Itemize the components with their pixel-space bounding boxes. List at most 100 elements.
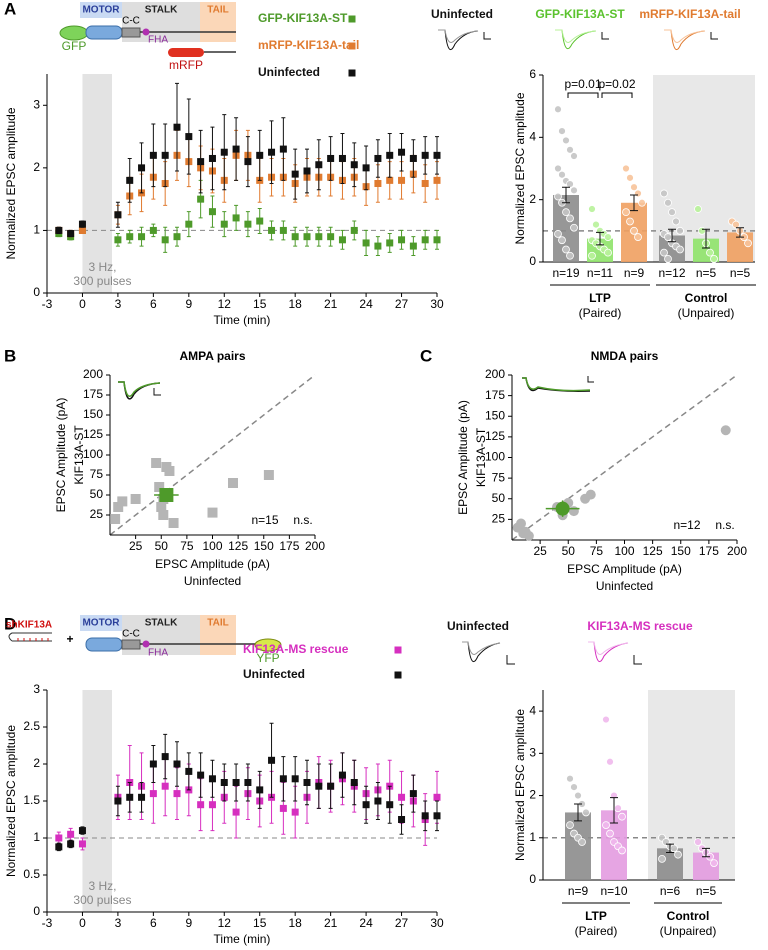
legend-marker <box>394 671 402 679</box>
data-point <box>362 239 370 247</box>
data-point <box>398 793 406 801</box>
data-point <box>67 840 75 848</box>
data-point <box>566 180 574 188</box>
data-point <box>220 220 228 228</box>
data-point <box>232 779 240 786</box>
data-point <box>676 226 684 235</box>
y-tick-label: 1 <box>529 830 536 844</box>
trace-label: Uninfected <box>447 619 509 633</box>
trace <box>118 381 161 397</box>
x-tick-label: 9 <box>185 916 192 930</box>
y-tick-label: 75 <box>90 467 104 481</box>
trace-label: Uninfected <box>431 7 493 21</box>
data-point <box>630 226 638 235</box>
y-tick-label: 3 <box>33 97 40 111</box>
data-point <box>374 797 382 805</box>
legend-label: KIF13A-MS rescue <box>243 642 349 656</box>
annotation: 3 Hz, <box>88 260 116 274</box>
data-point <box>626 173 634 182</box>
data-point <box>138 164 146 172</box>
stim-window <box>82 690 112 912</box>
data-point <box>570 783 578 792</box>
data-point <box>114 236 122 244</box>
category-label: n=9 <box>624 266 645 280</box>
data-point <box>630 183 638 192</box>
data-point <box>518 528 529 539</box>
sh-label: shKIF13A <box>6 620 52 631</box>
data-point <box>291 170 299 178</box>
data-point <box>149 760 157 768</box>
data-point <box>55 226 63 234</box>
data-point <box>398 236 406 244</box>
data-point <box>279 804 287 812</box>
data-point <box>185 220 193 228</box>
x-tick-label: 25 <box>533 544 547 558</box>
error-bar <box>736 227 744 238</box>
data-point <box>291 233 299 241</box>
data-point <box>433 236 441 244</box>
x-tick-label: 21 <box>324 297 338 311</box>
data-point <box>126 793 134 801</box>
data-point <box>588 205 596 213</box>
trace <box>438 29 479 43</box>
x-tick-label: 125 <box>228 539 248 553</box>
data-point <box>78 226 86 234</box>
panel-label: D <box>4 614 16 633</box>
schematic-a: MOTOR STALK TAIL C-C FHA GFP mRFP <box>59 2 236 72</box>
trace-label: GFP-KIF13A-ST <box>535 7 625 21</box>
x-tick-label: 125 <box>643 544 663 558</box>
data-point <box>720 425 731 436</box>
data-point <box>386 801 394 809</box>
data-point <box>421 151 429 159</box>
group-label: Control <box>667 909 710 923</box>
data-point <box>315 233 323 241</box>
y-tick-label: 200 <box>485 367 505 381</box>
data-point <box>554 230 562 238</box>
mrfp-label: mRFP <box>169 58 203 72</box>
y-tick-label: 125 <box>485 429 505 443</box>
y-tick-label: 125 <box>83 427 103 441</box>
data-point <box>327 233 335 241</box>
data-point <box>566 214 574 223</box>
data-point <box>67 830 75 838</box>
data-point <box>208 208 216 216</box>
x-tick-label: 0 <box>79 297 86 311</box>
inset-traces <box>118 376 594 400</box>
data-point <box>386 176 394 184</box>
data-point <box>698 226 706 235</box>
x-tick-label: 6 <box>150 916 157 930</box>
y-tick-label: 100 <box>83 447 103 461</box>
data-point <box>516 518 526 529</box>
legend-marker <box>348 15 356 23</box>
data-point <box>668 208 676 217</box>
trace <box>555 29 597 43</box>
data-point <box>110 514 121 524</box>
x-tick-label: 75 <box>590 544 604 558</box>
data-point <box>562 136 570 145</box>
x-tick-label: 24 <box>359 916 373 930</box>
data-point <box>161 151 169 159</box>
motor-box <box>80 2 122 18</box>
data-point <box>618 812 626 821</box>
data-point <box>173 760 181 768</box>
cc-label: C-C <box>122 16 140 27</box>
data-point <box>130 494 141 504</box>
group-sublabel: (Paired) <box>575 924 618 938</box>
y-tick-label: 200 <box>83 367 103 381</box>
data-point <box>568 506 579 517</box>
data-point <box>151 458 162 468</box>
x-tick-label: 100 <box>202 539 222 553</box>
trace <box>555 29 597 50</box>
category-label: n=11 <box>587 266 613 280</box>
error-bar <box>666 843 674 854</box>
x-tick-label: 30 <box>430 297 444 311</box>
fha-domain <box>142 640 150 648</box>
annotation: n=12 <box>673 518 700 532</box>
category-label: n=10 <box>600 884 627 898</box>
y-tick-label: 150 <box>83 407 103 421</box>
gfp-label: GFP <box>62 39 87 53</box>
data-point <box>660 189 668 198</box>
mean-point <box>555 501 570 516</box>
annotation: n=15 <box>251 513 278 527</box>
